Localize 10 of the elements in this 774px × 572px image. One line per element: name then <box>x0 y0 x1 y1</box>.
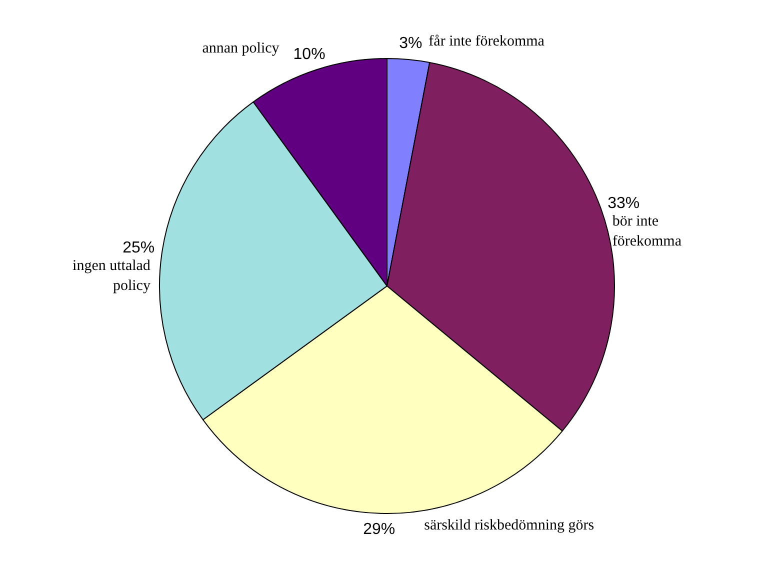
data-label: 29% <box>363 520 396 538</box>
data-label: 25% <box>122 239 155 256</box>
data-label: 3% <box>399 34 422 52</box>
data-label: 33% <box>608 194 640 212</box>
slice-label: ingen uttalad policy <box>72 258 151 294</box>
slice-label: annan policy <box>202 40 280 56</box>
slice-label: får inte förekomma <box>428 34 545 50</box>
data-label: 10% <box>293 46 326 63</box>
slice-label: särskild riskbedömning görs <box>424 517 594 534</box>
slice-label: bör inte förekomma <box>612 213 682 250</box>
